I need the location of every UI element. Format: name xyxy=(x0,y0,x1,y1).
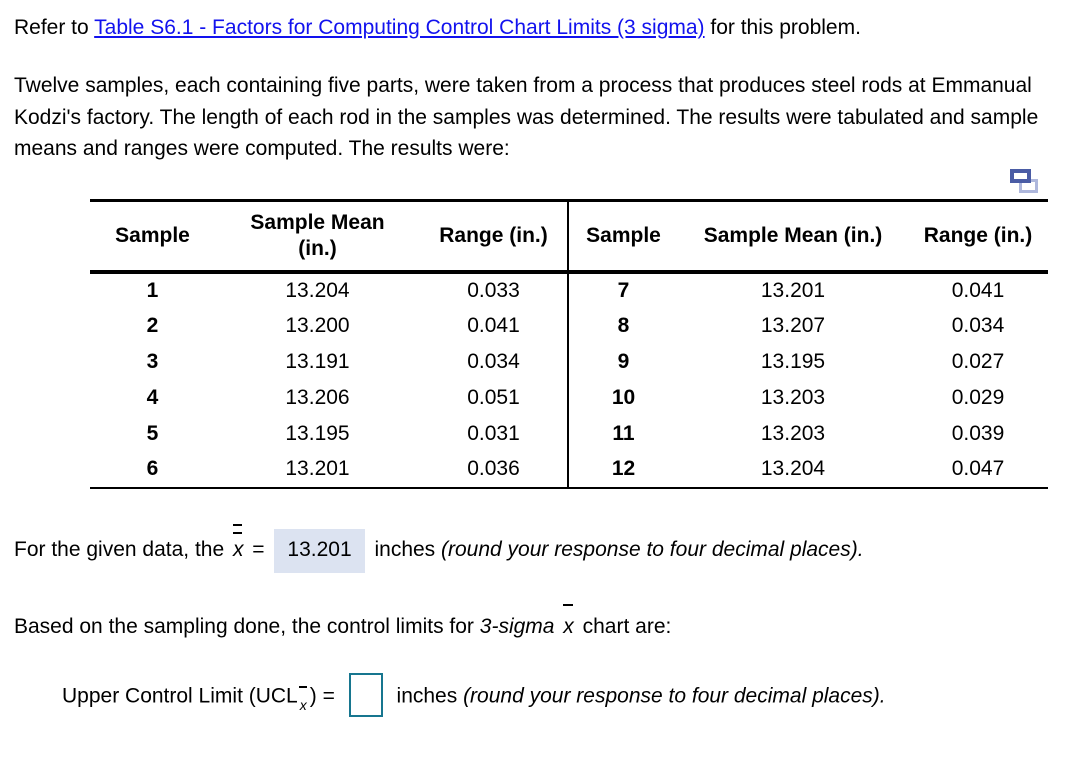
rounding-note: (round your response to four decimal pla… xyxy=(463,684,886,708)
problem-statement: Twelve samples, each containing five par… xyxy=(14,74,1039,160)
header-sample-mean-left-label: Sample Mean (in.) xyxy=(250,210,385,260)
table-row: 2 13.200 0.041 8 13.207 0.034 xyxy=(90,307,1048,344)
sample-mean-cell: 13.203 xyxy=(760,421,826,445)
ucl-subscript-x-bar-symbol: x xyxy=(298,686,309,721)
sample-mean-cell: 13.206 xyxy=(285,385,350,409)
xbar-answer-line: For the given data, the x = 13.201 inche… xyxy=(14,523,1062,573)
sample-mean-cell: 13.204 xyxy=(760,457,826,480)
sample-mean-cell: 13.200 xyxy=(285,313,350,337)
ucl-unit: inches xyxy=(390,684,464,708)
range-cell: 0.033 xyxy=(420,271,569,308)
header-sample-right: Sample xyxy=(568,200,678,274)
reference-line: Refer to Table S6.1 - Factors for Comput… xyxy=(14,12,1062,43)
header-sample-mean-left: Sample Mean (in.) xyxy=(215,200,420,274)
sample-id-cell: 6 xyxy=(146,457,159,480)
range-cell: 0.036 xyxy=(420,451,569,488)
sample-mean-cell: 13.195 xyxy=(285,421,350,445)
equals-sign: = xyxy=(246,537,271,561)
reference-suffix: for this problem. xyxy=(704,16,861,39)
sample-id-cell: 9 xyxy=(617,349,630,373)
header-range-left: Range (in.) xyxy=(420,200,569,274)
header-range-right: Range (in.) xyxy=(908,200,1048,274)
table-row: 4 13.206 0.051 10 13.203 0.029 xyxy=(90,379,1048,416)
sample-id-cell: 3 xyxy=(146,349,159,373)
table-row: 1 13.204 0.033 7 13.201 0.041 xyxy=(90,271,1048,308)
range-cell: 0.034 xyxy=(420,343,569,380)
table-row: 3 13.191 0.034 9 13.195 0.027 xyxy=(90,343,1048,380)
sample-id-cell: 12 xyxy=(611,457,636,480)
copy-icon-front-rect xyxy=(1010,168,1031,183)
ucl-answer-box[interactable] xyxy=(348,672,383,717)
range-cell: 0.051 xyxy=(420,379,569,416)
table-row: 6 13.201 0.036 12 13.204 0.047 xyxy=(90,451,1048,488)
table-toolbar xyxy=(90,168,1048,199)
range-cell: 0.039 xyxy=(951,421,1005,445)
rounding-note: (round your response to four decimal pla… xyxy=(441,537,864,561)
sample-id-cell: 4 xyxy=(146,385,159,409)
sample-mean-cell: 13.207 xyxy=(760,313,826,337)
ucl-label-suffix: ) = xyxy=(309,684,341,708)
range-cell: 0.041 xyxy=(951,278,1005,302)
sample-id-cell: 7 xyxy=(617,278,630,302)
samples-table: Sample Sample Mean (in.) Range (in.) Sam… xyxy=(90,198,1048,489)
xbar-answer-value[interactable]: 13.201 xyxy=(274,528,365,573)
header-sample-mean-right: Sample Mean (in.) xyxy=(678,200,908,274)
limits-suffix: chart are: xyxy=(576,614,672,638)
sample-mean-cell: 13.203 xyxy=(760,385,826,409)
control-limits-line: Based on the sampling done, the control … xyxy=(14,603,1062,643)
sample-id-cell: 10 xyxy=(611,385,636,409)
sample-id-cell: 1 xyxy=(146,278,159,302)
sample-mean-cell: 13.195 xyxy=(760,349,826,373)
range-cell: 0.031 xyxy=(420,415,569,452)
three-sigma-text: 3-sigma xyxy=(479,614,561,638)
sample-mean-cell: 13.201 xyxy=(760,278,826,302)
sample-id-cell: 2 xyxy=(146,313,159,337)
x-double-bar-symbol: x xyxy=(230,523,247,566)
sample-id-cell: 8 xyxy=(617,313,630,337)
table-row: 5 13.195 0.031 11 13.203 0.039 xyxy=(90,415,1048,452)
reference-prefix: Refer to xyxy=(14,16,95,39)
range-cell: 0.029 xyxy=(951,385,1005,409)
sample-id-cell: 5 xyxy=(146,421,159,445)
sample-mean-cell: 13.191 xyxy=(285,349,350,373)
ucl-label-prefix: Upper Control Limit (UCL xyxy=(62,684,298,708)
xbar-unit: inches xyxy=(368,537,442,561)
sample-id-cell: 11 xyxy=(612,421,635,445)
table-s61-link[interactable]: Table S6.1 - Factors for Computing Contr… xyxy=(94,16,705,39)
header-sample-left: Sample xyxy=(90,200,215,274)
xbar-line-prefix: For the given data, the xyxy=(14,537,230,561)
limits-prefix: Based on the sampling done, the control … xyxy=(14,614,480,638)
copy-table-icon[interactable] xyxy=(1010,168,1042,197)
range-cell: 0.041 xyxy=(420,307,569,344)
range-cell: 0.027 xyxy=(951,349,1005,373)
x-bar-symbol: x xyxy=(560,603,577,643)
sample-mean-cell: 13.204 xyxy=(285,278,350,302)
range-cell: 0.034 xyxy=(951,313,1005,337)
table-header-row: Sample Sample Mean (in.) Range (in.) Sam… xyxy=(90,200,1048,274)
ucl-answer-line: Upper Control Limit (UCL x) = inches (rou… xyxy=(14,672,1062,722)
sample-mean-cell: 13.201 xyxy=(285,457,350,480)
range-cell: 0.047 xyxy=(951,457,1005,480)
